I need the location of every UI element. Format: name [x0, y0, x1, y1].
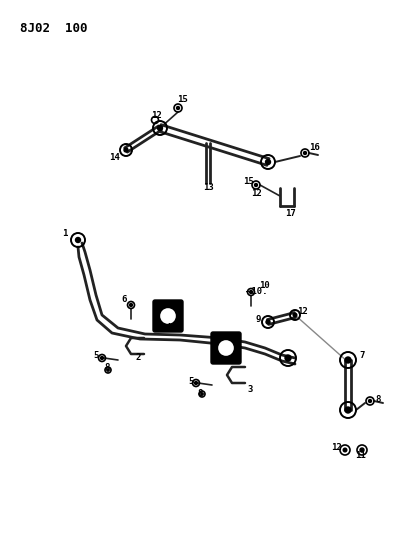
Text: 17: 17	[285, 208, 295, 217]
Circle shape	[250, 290, 252, 294]
Text: 4: 4	[165, 324, 171, 333]
Text: 12: 12	[150, 111, 161, 120]
Text: 8: 8	[104, 364, 110, 373]
Circle shape	[360, 448, 364, 452]
Circle shape	[369, 400, 371, 402]
Circle shape	[76, 238, 80, 243]
Text: 7: 7	[359, 351, 365, 360]
Text: 3: 3	[247, 385, 253, 394]
Circle shape	[265, 159, 271, 165]
Text: 12: 12	[297, 306, 307, 316]
Circle shape	[201, 393, 203, 395]
Circle shape	[195, 382, 197, 384]
Circle shape	[285, 355, 291, 361]
Circle shape	[343, 448, 347, 452]
Text: 8: 8	[197, 389, 203, 398]
Circle shape	[176, 107, 179, 109]
FancyBboxPatch shape	[153, 300, 183, 332]
Text: 1: 1	[62, 229, 68, 238]
Text: 16: 16	[308, 143, 319, 152]
Circle shape	[129, 303, 133, 306]
Circle shape	[158, 125, 162, 131]
Text: 5: 5	[188, 376, 194, 385]
Text: 2: 2	[135, 352, 140, 361]
Text: 15: 15	[178, 95, 188, 104]
Text: 8J02  100: 8J02 100	[20, 22, 88, 35]
Circle shape	[101, 357, 103, 359]
Text: 13: 13	[204, 183, 215, 192]
Text: 5: 5	[93, 351, 99, 359]
Circle shape	[219, 341, 233, 355]
Text: 14: 14	[109, 154, 120, 163]
Text: 9: 9	[255, 314, 261, 324]
Text: —10.: —10.	[246, 287, 267, 296]
Circle shape	[107, 369, 109, 371]
Text: 10: 10	[259, 281, 269, 290]
Circle shape	[345, 357, 351, 363]
Circle shape	[293, 313, 297, 317]
Text: 11: 11	[355, 451, 365, 461]
FancyBboxPatch shape	[211, 332, 241, 364]
Circle shape	[304, 151, 306, 155]
Circle shape	[254, 183, 258, 187]
Circle shape	[266, 320, 270, 324]
Text: 15: 15	[243, 177, 254, 187]
Text: 8: 8	[375, 395, 381, 405]
Text: 6: 6	[121, 295, 127, 303]
Circle shape	[161, 309, 175, 323]
Circle shape	[124, 148, 128, 152]
Text: 12: 12	[252, 189, 262, 198]
Circle shape	[345, 407, 351, 413]
Text: 12: 12	[331, 442, 341, 451]
